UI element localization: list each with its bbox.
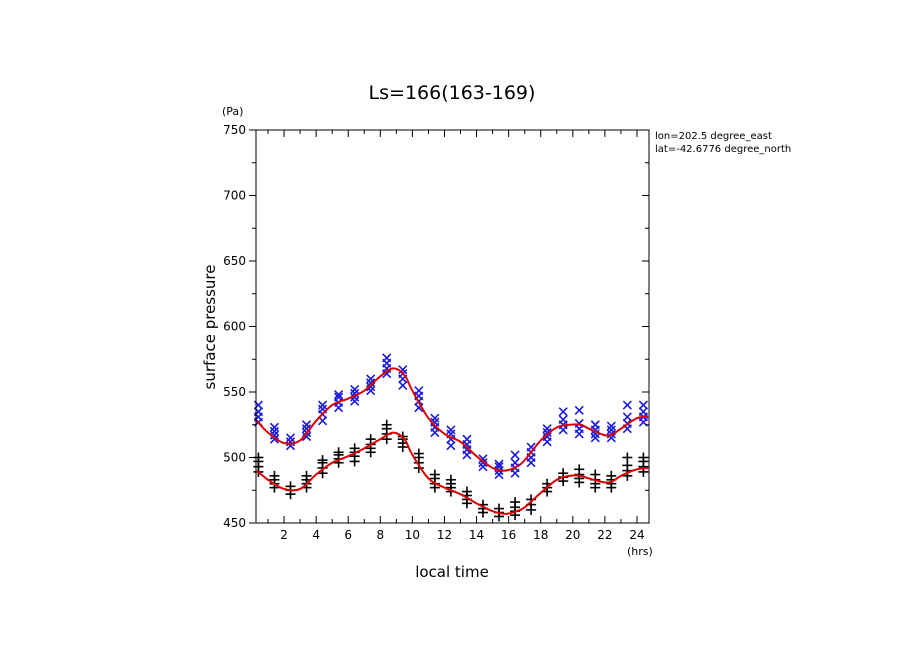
x-marker <box>430 417 440 427</box>
x-marker <box>398 365 408 375</box>
x-tick-label: 18 <box>533 528 548 542</box>
plus-marker <box>269 470 280 481</box>
x-tick-label: 2 <box>280 528 288 542</box>
plus-marker <box>381 419 392 430</box>
y-axis-title: surface pressure <box>201 265 219 390</box>
x-marker <box>622 412 632 422</box>
plot-area <box>253 353 649 522</box>
lat-label: lat=-42.6776 degree_north <box>655 144 791 155</box>
x-tick-label: 14 <box>469 528 484 542</box>
y-unit-label: (Pa) <box>222 105 243 118</box>
plus-marker <box>574 464 585 475</box>
y-tick-label: 750 <box>223 123 246 137</box>
x-marker <box>430 413 440 423</box>
x-marker <box>590 420 600 430</box>
x-marker <box>366 378 376 388</box>
x-tick-label: 4 <box>312 528 320 542</box>
fit-line <box>256 367 649 472</box>
plus-marker <box>301 470 312 481</box>
y-tick-label: 600 <box>223 320 246 334</box>
x-tick-label: 12 <box>437 528 452 542</box>
x-marker <box>366 382 376 392</box>
x-marker <box>638 400 648 410</box>
x-marker <box>638 407 648 417</box>
x-marker <box>446 425 456 435</box>
x-marker <box>542 428 552 438</box>
plus-marker <box>317 455 328 466</box>
x-marker <box>622 400 632 410</box>
y-tick-label: 700 <box>223 189 246 203</box>
plus-marker <box>510 497 521 508</box>
x-marker <box>269 426 280 436</box>
x-axis-title: local time <box>415 563 489 581</box>
x-marker <box>510 450 520 460</box>
x-marker <box>269 430 280 440</box>
plus-marker <box>413 448 424 459</box>
x-tick-label: 10 <box>405 528 420 542</box>
plus-marker <box>365 434 376 445</box>
x-marker <box>462 434 472 444</box>
plus-marker <box>333 447 344 458</box>
plus-marker <box>349 443 360 454</box>
x-tick-label: 6 <box>344 528 352 542</box>
x-marker <box>398 380 408 391</box>
x-marker <box>269 422 280 432</box>
plus-marker <box>606 470 617 481</box>
x-marker <box>301 431 312 442</box>
plot-frame <box>255 129 650 524</box>
x-marker <box>558 407 568 417</box>
x-marker <box>318 400 328 410</box>
plus-marker <box>461 486 472 497</box>
x-marker <box>494 469 504 480</box>
x-marker <box>414 386 424 396</box>
x-marker <box>574 405 584 415</box>
lon-label: lon=202.5 degree_east <box>655 131 772 142</box>
x-marker <box>382 353 392 363</box>
x-marker <box>558 414 568 425</box>
x-marker <box>494 459 504 469</box>
x-tick-label: 8 <box>376 528 384 542</box>
x-marker <box>414 403 424 413</box>
y-tick-label: 550 <box>223 385 246 399</box>
x-marker <box>606 421 616 431</box>
x-marker <box>590 433 600 443</box>
x-tick-label: 20 <box>565 528 580 542</box>
y-tick-label: 450 <box>223 516 246 530</box>
x-marker <box>301 420 312 430</box>
x-marker <box>446 441 456 451</box>
x-tick-label: 24 <box>629 528 644 542</box>
y-tick-label: 500 <box>223 451 246 465</box>
plus-marker <box>445 474 456 485</box>
x-unit-label: (hrs) <box>627 545 653 558</box>
x-marker <box>478 454 488 464</box>
x-marker <box>350 396 360 406</box>
x-tick-label: 16 <box>501 528 516 542</box>
chart-title: Ls=166(163-169) <box>369 82 536 104</box>
x-marker <box>350 384 360 394</box>
plus-marker <box>429 469 440 480</box>
fit-line <box>256 431 649 515</box>
x-marker <box>285 433 296 443</box>
x-marker <box>334 392 344 402</box>
y-tick-label: 650 <box>223 254 246 268</box>
plus-marker <box>494 503 505 514</box>
plus-marker <box>622 452 633 463</box>
x-marker <box>542 431 552 442</box>
x-tick-label: 22 <box>597 528 612 542</box>
x-marker <box>334 390 344 400</box>
plus-marker <box>590 469 601 480</box>
